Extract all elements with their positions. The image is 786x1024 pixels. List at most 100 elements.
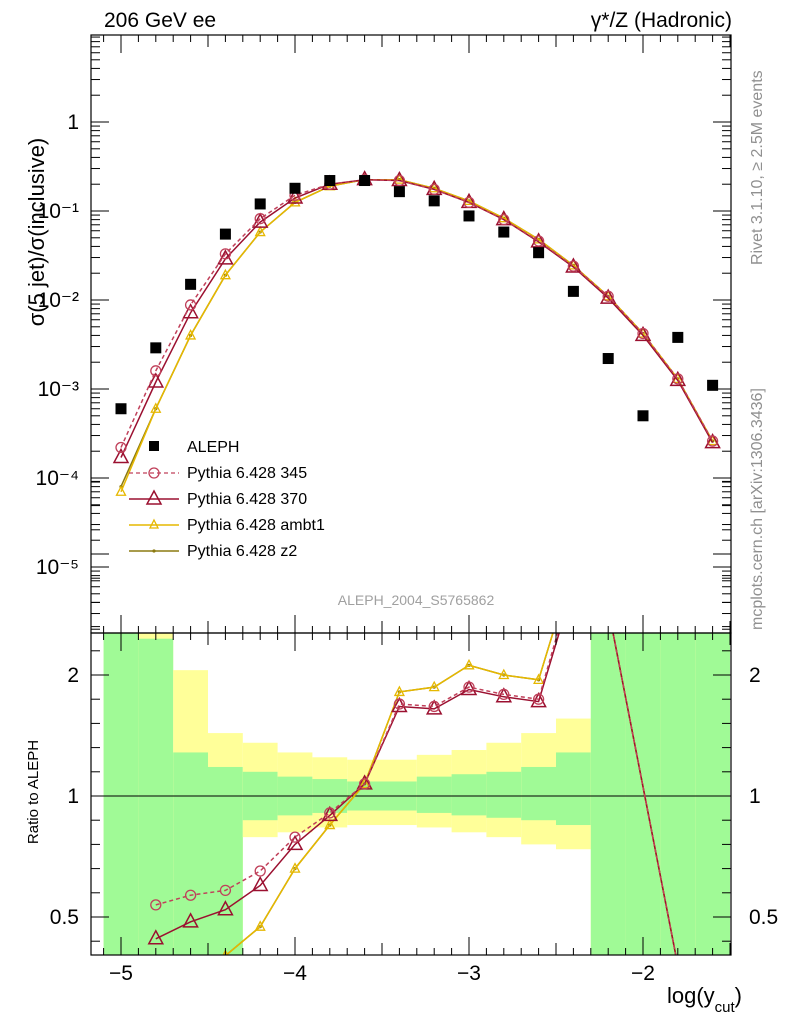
mc-point <box>533 673 545 684</box>
legend-entry-z2: Pythia 6.428 z2 <box>129 543 297 560</box>
top-y-tick-label: 10⁻⁴ <box>36 467 79 490</box>
uncertainty-bands <box>103 633 730 955</box>
axis-ticks <box>91 35 731 955</box>
green-band-bin <box>208 766 243 955</box>
mc-point <box>498 211 510 223</box>
bottom-panel-frame <box>90 632 732 956</box>
data-point <box>324 175 336 187</box>
bottom-y-tick-labels: 0.5 1 2 0.5 1 2 <box>50 664 778 929</box>
mc-point <box>672 373 684 385</box>
header-left: 206 GeV ee <box>104 9 216 32</box>
mc-point <box>189 976 192 979</box>
mc-point <box>532 235 545 247</box>
header-right: γ*/Z (Hadronic) <box>591 9 732 32</box>
bottom-y-tick-label-right: 2 <box>749 664 761 687</box>
mc-point <box>217 900 234 916</box>
legend-marker <box>145 489 163 505</box>
ratio-curves <box>147 565 677 979</box>
data-point <box>533 247 545 259</box>
ratio-pythia-370 <box>147 577 677 955</box>
legend-entry-345: Pythia 6.428 345 <box>129 465 307 482</box>
legend-marker <box>148 467 160 479</box>
data-point <box>672 331 684 343</box>
mc-point <box>704 433 721 449</box>
mc-point <box>286 188 304 204</box>
mc-point <box>428 183 440 196</box>
mc-point <box>602 290 614 302</box>
data-point <box>498 226 510 238</box>
mc-point <box>185 329 197 340</box>
bottom-y-tick-label: 0.5 <box>50 906 79 929</box>
mc-point <box>184 299 197 311</box>
mc-point <box>289 862 301 873</box>
mc-point <box>565 257 582 273</box>
mc-point <box>324 818 336 830</box>
top-y-tick-labels: 1 10⁻¹ 10⁻² 10⁻³ 10⁻⁴ 10⁻⁵ <box>36 111 79 579</box>
mc-point <box>532 693 545 705</box>
green-band-bin <box>556 752 591 826</box>
mc-point <box>599 288 617 304</box>
bottom-y-tick-label: 1 <box>67 785 79 808</box>
top-y-tick-label: 10⁻¹ <box>38 200 79 223</box>
mc-point <box>634 325 652 342</box>
data-point <box>393 186 405 198</box>
legend-marker <box>149 441 159 451</box>
mc-point <box>324 807 336 819</box>
analysis-label: ALEPH_2004_S5765862 <box>338 592 495 608</box>
mc-point <box>182 303 199 319</box>
mc-point <box>566 577 580 590</box>
x-tick-label: −4 <box>283 962 307 985</box>
data-point <box>359 175 371 187</box>
data-point <box>289 182 301 194</box>
green-band-bin <box>416 776 452 813</box>
data-point <box>115 403 127 415</box>
data-point <box>185 278 197 290</box>
bottom-y-tick-label: 2 <box>67 664 79 687</box>
mc-point <box>254 225 266 237</box>
data-point <box>150 342 162 354</box>
mc-point <box>393 685 405 697</box>
data-point <box>254 198 266 210</box>
data-point <box>567 285 579 297</box>
x-tick-label: −5 <box>109 962 133 985</box>
data-point <box>602 353 614 365</box>
mc-point <box>637 327 649 340</box>
mc-point <box>572 565 575 568</box>
legend-label: Pythia 6.428 ambt1 <box>187 517 325 534</box>
main-curves <box>112 170 721 496</box>
mc-point <box>147 929 165 945</box>
series-aleph <box>115 175 719 422</box>
green-band-bin <box>138 638 174 955</box>
mc-point <box>568 573 578 583</box>
rivet-label: Rivet 3.1.10, ≥ 2.5M events <box>749 70 766 265</box>
green-band-bin <box>695 633 730 955</box>
mc-point <box>530 232 547 248</box>
mc-point <box>428 680 440 692</box>
mc-point <box>567 260 580 272</box>
mc-point <box>147 372 165 388</box>
ratio-line <box>155 633 677 955</box>
green-band-bin <box>451 774 487 816</box>
data-point <box>219 228 231 240</box>
mc-point <box>184 889 197 901</box>
legend-label: ALEPH <box>187 439 239 456</box>
x-tick-label: −3 <box>457 962 481 985</box>
mc-point <box>286 834 304 851</box>
mc-point <box>669 370 687 387</box>
legend: ALEPH Pythia 6.428 345 Pythia 6.428 370 … <box>129 439 325 560</box>
mc-point <box>254 920 266 931</box>
mc-point <box>251 212 269 228</box>
legend-label: Pythia 6.428 z2 <box>187 543 297 560</box>
mc-point <box>498 668 510 680</box>
legend-entry-370: Pythia 6.428 370 <box>129 489 307 508</box>
green-band-bin <box>521 766 556 821</box>
ratio-line <box>155 633 677 955</box>
data-point <box>707 379 719 391</box>
legend-marker <box>152 549 156 553</box>
mc-point <box>460 679 478 696</box>
green-band-bin <box>660 633 696 955</box>
ratio-pythia-ambt1 <box>222 633 677 955</box>
bottom-ylabel: Ratio to ALEPH <box>25 740 42 844</box>
mc-point <box>254 865 266 877</box>
